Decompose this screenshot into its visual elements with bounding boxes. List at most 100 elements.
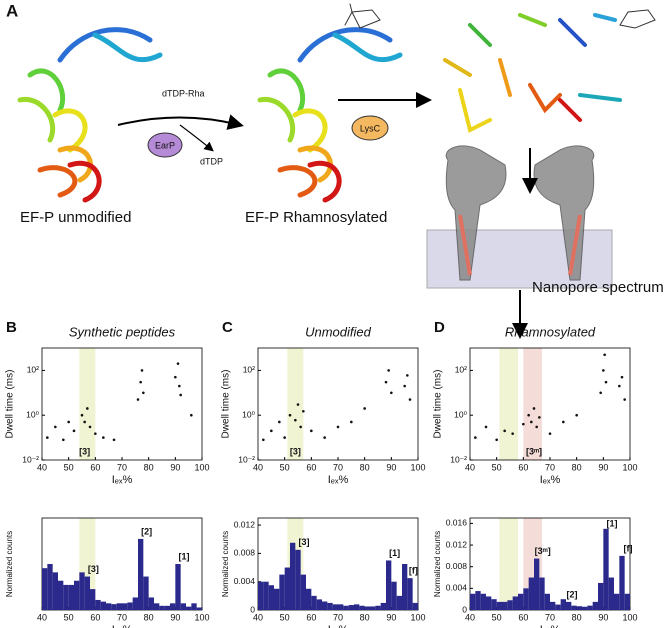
x-axis-label: Iₑₓ%: [328, 474, 349, 486]
product-label: dTDP: [200, 156, 223, 166]
peak-label: [f]: [409, 566, 418, 576]
histogram-bar: [486, 596, 492, 610]
protease-label: LysC: [360, 123, 381, 133]
histogram-bar: [402, 564, 408, 610]
histogram-bar: [603, 528, 609, 610]
x-tick-label: 70: [333, 462, 343, 472]
scatter-point: [270, 429, 273, 433]
scatter-point: [310, 429, 313, 433]
x-axis-label: Iₑₓ%: [112, 474, 133, 486]
x-tick-label: 60: [306, 462, 316, 472]
x-tick-label: 60: [306, 612, 316, 622]
x-tick-label: 40: [253, 612, 263, 622]
y-tick-label: 10⁰: [242, 409, 255, 419]
y-axis-label: Dwell time (ms): [5, 370, 16, 439]
x-tick-label: 70: [545, 612, 555, 622]
x-tick-label: 50: [492, 462, 502, 472]
histogram-bar: [306, 588, 312, 610]
highlight-band: [523, 348, 542, 460]
protein-structure: [17, 27, 163, 203]
x-axis-label: Iₑₓ%: [540, 624, 561, 628]
histogram-bar: [507, 600, 513, 610]
scatter-point: [522, 422, 525, 426]
highlight-band: [287, 348, 304, 460]
y-tick-label: 0: [250, 604, 255, 614]
scatter-point: [511, 432, 514, 435]
scatter-point: [62, 438, 65, 442]
scatter-point: [562, 420, 565, 424]
x-axis-label: Iₑₓ%: [540, 474, 561, 486]
histogram-bar: [576, 606, 582, 610]
x-tick-label: 100: [622, 612, 637, 622]
scatter-point: [323, 436, 326, 439]
scatter-point: [575, 413, 578, 417]
y-tick-label: 0.012: [234, 519, 256, 529]
histogram-bar: [343, 605, 349, 610]
scatter-point: [602, 369, 605, 372]
histogram-bar: [95, 599, 101, 610]
histogram-bar: [263, 581, 269, 610]
scatter-point: [336, 425, 340, 429]
y-axis-label: Normalized counts: [433, 531, 442, 597]
x-tick-label: 80: [360, 612, 370, 622]
x-tick-label: 60: [518, 462, 528, 472]
panel-letter: B: [6, 319, 17, 336]
scatter-point: [299, 425, 302, 429]
histogram-bar: [138, 538, 144, 610]
scatter-point: [112, 438, 116, 442]
histogram-bar: [300, 574, 306, 610]
histogram-bar: [47, 564, 53, 610]
scatter-point: [350, 420, 353, 424]
peak-label: [3]: [88, 564, 99, 574]
histogram-bar: [295, 549, 301, 610]
scatter-point: [294, 418, 297, 422]
histogram-bar: [170, 603, 176, 610]
protein-label: EF-P Rhamnosylated: [245, 209, 387, 226]
x-tick-label: 40: [465, 612, 475, 622]
scatter-point: [54, 425, 57, 429]
histogram-bar: [268, 585, 274, 610]
x-tick-label: 40: [465, 462, 475, 472]
scatter-point: [623, 398, 626, 401]
scatter-point: [88, 425, 92, 429]
highlight-band: [79, 348, 96, 460]
histogram-bar: [370, 606, 376, 610]
scatter-point: [548, 432, 552, 435]
highlight-band: [499, 518, 518, 610]
x-tick-label: 90: [170, 462, 180, 472]
peak-label: [3ᵐ]: [535, 546, 551, 556]
cluster-label: [3]: [79, 446, 90, 456]
histogram-bar: [58, 580, 64, 610]
histogram-bar: [111, 604, 117, 610]
histogram-bar: [106, 603, 112, 610]
histogram-bar: [84, 576, 90, 610]
scatter-point: [86, 407, 89, 410]
y-tick-label: 10⁰: [454, 409, 467, 419]
histogram-bar: [539, 577, 545, 610]
scatter-point: [532, 407, 536, 410]
x-axis-label: Iₑₓ%: [112, 624, 133, 628]
panel-a: A: [6, 1, 664, 339]
histogram-bar: [518, 593, 524, 610]
histogram-bar: [582, 606, 588, 610]
histogram-bar: [100, 601, 106, 610]
scatter-point: [538, 416, 541, 419]
histogram-bar: [338, 604, 344, 610]
histogram-bar: [175, 564, 181, 610]
histogram-bar: [528, 577, 534, 610]
peak-label: [2]: [141, 526, 152, 536]
histogram-bar: [258, 581, 264, 610]
x-tick-label: 50: [280, 462, 290, 472]
scatter-point: [403, 384, 406, 388]
enzyme-label: EarP: [155, 140, 175, 150]
x-tick-label: 80: [572, 462, 582, 472]
peak-label: [1]: [389, 548, 400, 558]
y-tick-label: 0.008: [234, 548, 256, 558]
cluster-label: [3]: [290, 446, 301, 456]
x-tick-label: 90: [598, 462, 608, 472]
histogram-bar: [116, 603, 122, 610]
y-axis-label: Dwell time (ms): [221, 370, 232, 439]
panel-title: Unmodified: [305, 324, 372, 339]
histogram-bar: [196, 607, 202, 610]
